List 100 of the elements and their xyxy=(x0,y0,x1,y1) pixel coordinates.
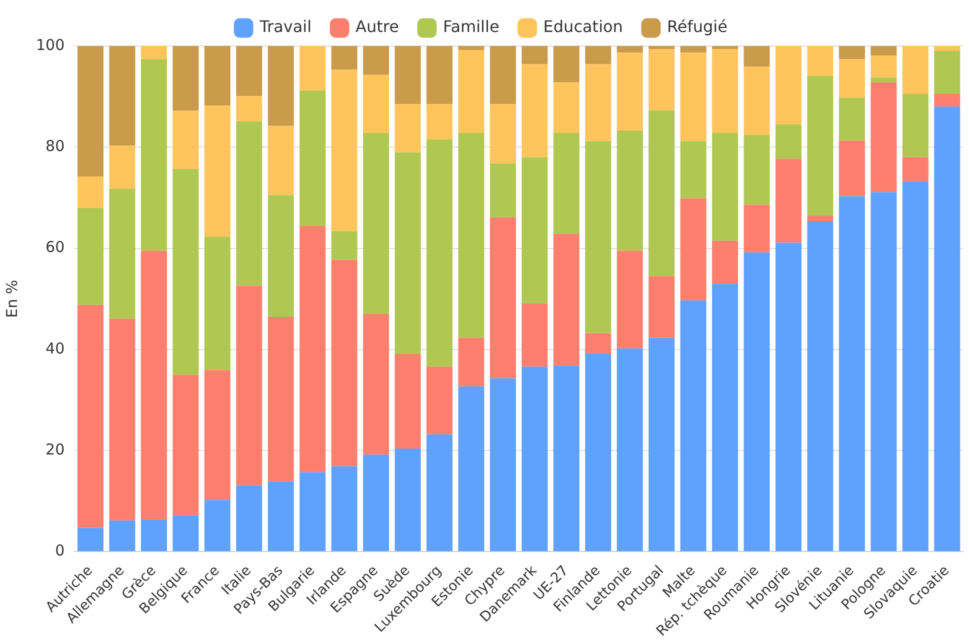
legend-label: Réfugié xyxy=(666,17,728,36)
bar xyxy=(268,195,294,318)
legend-label: Education xyxy=(543,17,623,36)
bar xyxy=(109,46,136,146)
bar xyxy=(331,260,358,466)
bar xyxy=(775,158,802,243)
bar xyxy=(616,46,643,53)
bar xyxy=(204,46,230,106)
bar xyxy=(77,176,104,208)
bar xyxy=(268,46,294,126)
bar xyxy=(712,132,738,241)
bar xyxy=(870,192,897,552)
bar xyxy=(553,46,580,82)
bar xyxy=(680,198,706,300)
bar xyxy=(712,284,738,552)
y-tick-label: 20 xyxy=(46,440,65,458)
bar xyxy=(458,386,484,552)
bar xyxy=(712,240,738,284)
bar xyxy=(648,49,675,110)
bar xyxy=(109,318,136,520)
bar xyxy=(426,104,453,140)
bar xyxy=(490,104,516,164)
bar xyxy=(204,500,230,552)
bar xyxy=(648,46,675,50)
bar xyxy=(553,366,580,552)
bar xyxy=(172,46,199,111)
bar xyxy=(236,96,262,122)
bar xyxy=(744,66,770,135)
legend-label: Travail xyxy=(258,17,312,36)
bar xyxy=(744,204,770,252)
bar xyxy=(775,46,802,124)
bar xyxy=(77,208,104,305)
bar xyxy=(522,157,548,304)
bar xyxy=(268,126,294,196)
bar xyxy=(616,52,643,130)
bar xyxy=(394,104,421,152)
bar xyxy=(426,434,453,552)
bar xyxy=(490,378,516,552)
bar xyxy=(807,215,834,221)
bar xyxy=(426,46,453,104)
bar xyxy=(363,74,390,133)
bar xyxy=(236,485,262,552)
bar xyxy=(902,46,928,94)
bar xyxy=(394,448,421,552)
bar xyxy=(394,354,421,449)
legend-label: Famille xyxy=(442,17,500,36)
bar xyxy=(585,64,612,142)
bar xyxy=(934,51,960,94)
bar xyxy=(522,303,548,367)
bar xyxy=(331,46,358,70)
legend-label: Autre xyxy=(356,17,399,36)
bar xyxy=(426,140,453,367)
bar xyxy=(807,46,834,76)
bar xyxy=(331,70,358,232)
bar xyxy=(744,135,770,205)
bar xyxy=(331,231,358,260)
bar xyxy=(870,46,897,56)
bar xyxy=(236,121,262,286)
bar xyxy=(109,188,136,319)
bar xyxy=(522,46,548,64)
bar xyxy=(680,141,706,198)
bar xyxy=(458,50,484,133)
bar xyxy=(838,59,865,98)
y-tick-label: 100 xyxy=(36,36,65,54)
bar xyxy=(140,46,167,60)
bar xyxy=(394,152,421,354)
bar xyxy=(870,56,897,78)
bar xyxy=(553,82,580,133)
bar xyxy=(426,366,453,434)
bar xyxy=(585,354,612,552)
bar xyxy=(172,110,199,169)
bar xyxy=(204,370,230,500)
bar xyxy=(712,49,738,133)
bar xyxy=(363,314,390,455)
bar xyxy=(109,520,136,552)
bar xyxy=(680,46,706,53)
bar xyxy=(680,300,706,552)
bar xyxy=(172,168,199,375)
bar xyxy=(807,220,834,552)
bar xyxy=(268,317,294,482)
bar xyxy=(300,46,326,90)
bar xyxy=(616,348,643,552)
bar xyxy=(585,141,612,334)
bar xyxy=(902,182,928,552)
bar xyxy=(331,466,358,552)
y-tick-label: 80 xyxy=(46,137,65,156)
bar xyxy=(522,366,548,552)
bar xyxy=(838,98,865,141)
y-tick-label: 60 xyxy=(46,238,65,256)
bar xyxy=(363,46,390,75)
bar xyxy=(553,132,580,234)
bar xyxy=(838,196,865,552)
bar xyxy=(268,481,294,552)
bar xyxy=(807,76,834,216)
bar xyxy=(585,46,612,64)
bar xyxy=(490,163,516,218)
bar xyxy=(744,252,770,552)
bar xyxy=(934,46,960,52)
y-axis-title: En % xyxy=(2,280,21,318)
bar xyxy=(363,132,390,314)
